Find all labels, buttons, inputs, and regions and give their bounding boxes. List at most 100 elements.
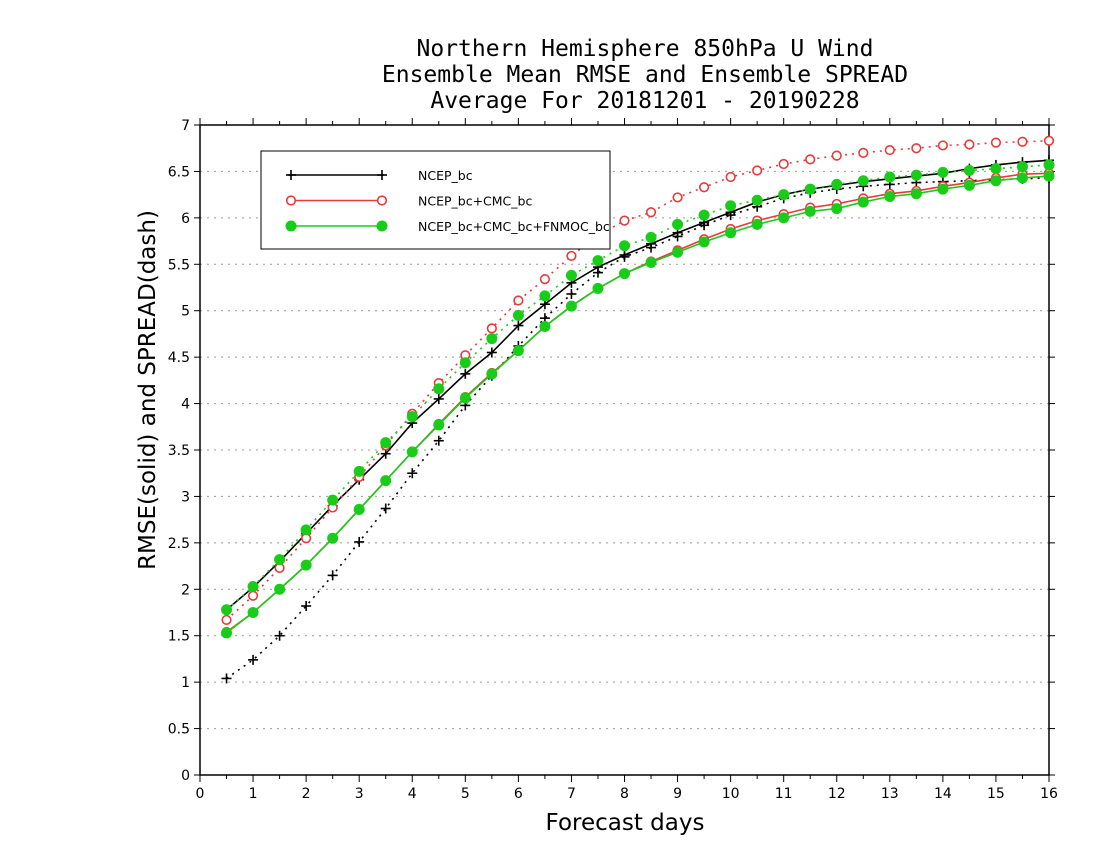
circle-marker: [513, 295, 524, 306]
filled-circle-marker: [1016, 172, 1028, 184]
filled-circle-marker: [592, 282, 604, 294]
filled-circle-marker: [857, 175, 869, 187]
filled-circle-marker: [300, 559, 312, 571]
series-line: [226, 177, 1050, 680]
filled-circle-marker: [512, 345, 524, 357]
filled-circle-marker: [327, 494, 339, 506]
x-tick-label: 8: [620, 786, 629, 802]
filled-circle-marker: [804, 205, 816, 217]
filled-circle-marker: [619, 268, 630, 280]
circle-marker: [1043, 135, 1055, 146]
y-tick-label: 0: [181, 768, 190, 784]
filled-circle-marker: [539, 290, 551, 302]
filled-circle-marker: [698, 236, 710, 248]
x-tick-label: 0: [196, 786, 205, 802]
filled-circle-marker: [751, 218, 763, 230]
circle-marker: [486, 323, 497, 334]
filled-circle-marker: [725, 227, 737, 239]
circle-marker: [937, 140, 948, 151]
x-tick-label: 15: [987, 786, 1005, 802]
circle-marker: [964, 139, 975, 150]
y-tick-label: 5.5: [168, 257, 190, 273]
filled-circle-marker: [353, 465, 365, 477]
legend-label: NCEP_bc+CMC_bc+FNMOC_bc: [418, 219, 610, 234]
filled-circle-marker: [672, 246, 684, 258]
filled-circle-marker: [990, 175, 1002, 187]
y-tick-label: 3.5: [168, 443, 190, 459]
filled-circle-marker: [645, 256, 657, 268]
filled-circle-marker: [353, 503, 365, 515]
y-tick-label: 1.5: [168, 629, 190, 645]
circle-marker: [285, 195, 297, 206]
circle-marker: [990, 137, 1002, 148]
filled-circle-marker: [406, 446, 418, 458]
filled-circle-marker: [327, 532, 339, 544]
filled-circle-marker: [778, 212, 790, 224]
x-tick-label: 16: [1040, 786, 1058, 802]
filled-circle-marker: [486, 333, 498, 345]
filled-circle-marker: [221, 604, 233, 616]
chart-title-line-3: Average For 20181201 - 20190228: [430, 88, 860, 114]
y-tick-label: 6: [181, 211, 190, 227]
filled-circle-marker: [459, 357, 471, 369]
circle-marker: [778, 158, 789, 170]
x-tick-label: 7: [567, 786, 576, 802]
filled-circle-marker: [619, 240, 630, 252]
filled-circle-marker: [884, 171, 896, 183]
circle-marker: [376, 195, 388, 206]
circle-marker: [698, 182, 710, 193]
filled-circle-marker: [831, 203, 843, 215]
filled-circle-marker: [565, 269, 577, 281]
filled-circle-marker: [247, 581, 259, 592]
series-rmse-4: [221, 170, 1055, 639]
filled-circle-marker: [565, 300, 577, 312]
x-tick-label: 6: [514, 786, 523, 802]
filled-circle-marker: [778, 189, 790, 201]
filled-circle-marker: [831, 178, 843, 190]
x-tick-label: 2: [302, 786, 311, 802]
filled-circle-marker: [376, 220, 388, 232]
filled-circle-marker: [285, 220, 297, 232]
filled-circle-marker: [592, 255, 604, 267]
circle-marker: [911, 143, 922, 154]
y-tick-label: 0.5: [168, 722, 190, 738]
x-tick-label: 3: [355, 786, 364, 802]
circle-marker: [619, 215, 630, 226]
filled-circle-marker: [221, 627, 233, 639]
filled-circle-marker: [937, 183, 949, 195]
filled-circle-marker: [406, 411, 418, 423]
x-tick-label: 10: [722, 786, 740, 802]
y-tick-label: 5: [181, 304, 190, 320]
filled-circle-marker: [433, 383, 445, 395]
filled-circle-marker: [433, 419, 445, 431]
y-tick-label: 2: [181, 582, 190, 598]
filled-circle-marker: [1043, 159, 1055, 171]
filled-circle-marker: [459, 392, 471, 404]
filled-circle-marker: [884, 191, 896, 202]
circle-marker: [672, 192, 683, 203]
filled-circle-marker: [672, 218, 684, 230]
filled-circle-marker: [274, 554, 286, 566]
x-tick-label: 1: [249, 786, 258, 802]
circle-marker: [725, 171, 736, 183]
filled-circle-marker: [1043, 170, 1055, 182]
circle-marker: [805, 154, 816, 165]
filled-circle-marker: [751, 194, 763, 206]
circle-marker: [752, 165, 763, 176]
y-tick-label: 1: [181, 675, 190, 691]
filled-circle-marker: [963, 165, 975, 176]
filled-circle-marker: [910, 169, 922, 181]
filled-circle-marker: [274, 583, 286, 595]
y-tick-label: 4: [181, 397, 190, 413]
filled-circle-marker: [963, 179, 975, 191]
y-tick-label: 4.5: [168, 350, 190, 366]
x-tick-label: 5: [461, 786, 470, 802]
chart-title-line-2: Ensemble Mean RMSE and Ensemble SPREAD: [381, 62, 909, 88]
x-tick-label: 12: [828, 786, 846, 802]
x-tick-label: 13: [881, 786, 899, 802]
circle-marker: [247, 590, 259, 601]
filled-circle-marker: [937, 166, 949, 178]
circle-marker: [831, 150, 842, 161]
y-tick-label: 2.5: [168, 536, 190, 552]
